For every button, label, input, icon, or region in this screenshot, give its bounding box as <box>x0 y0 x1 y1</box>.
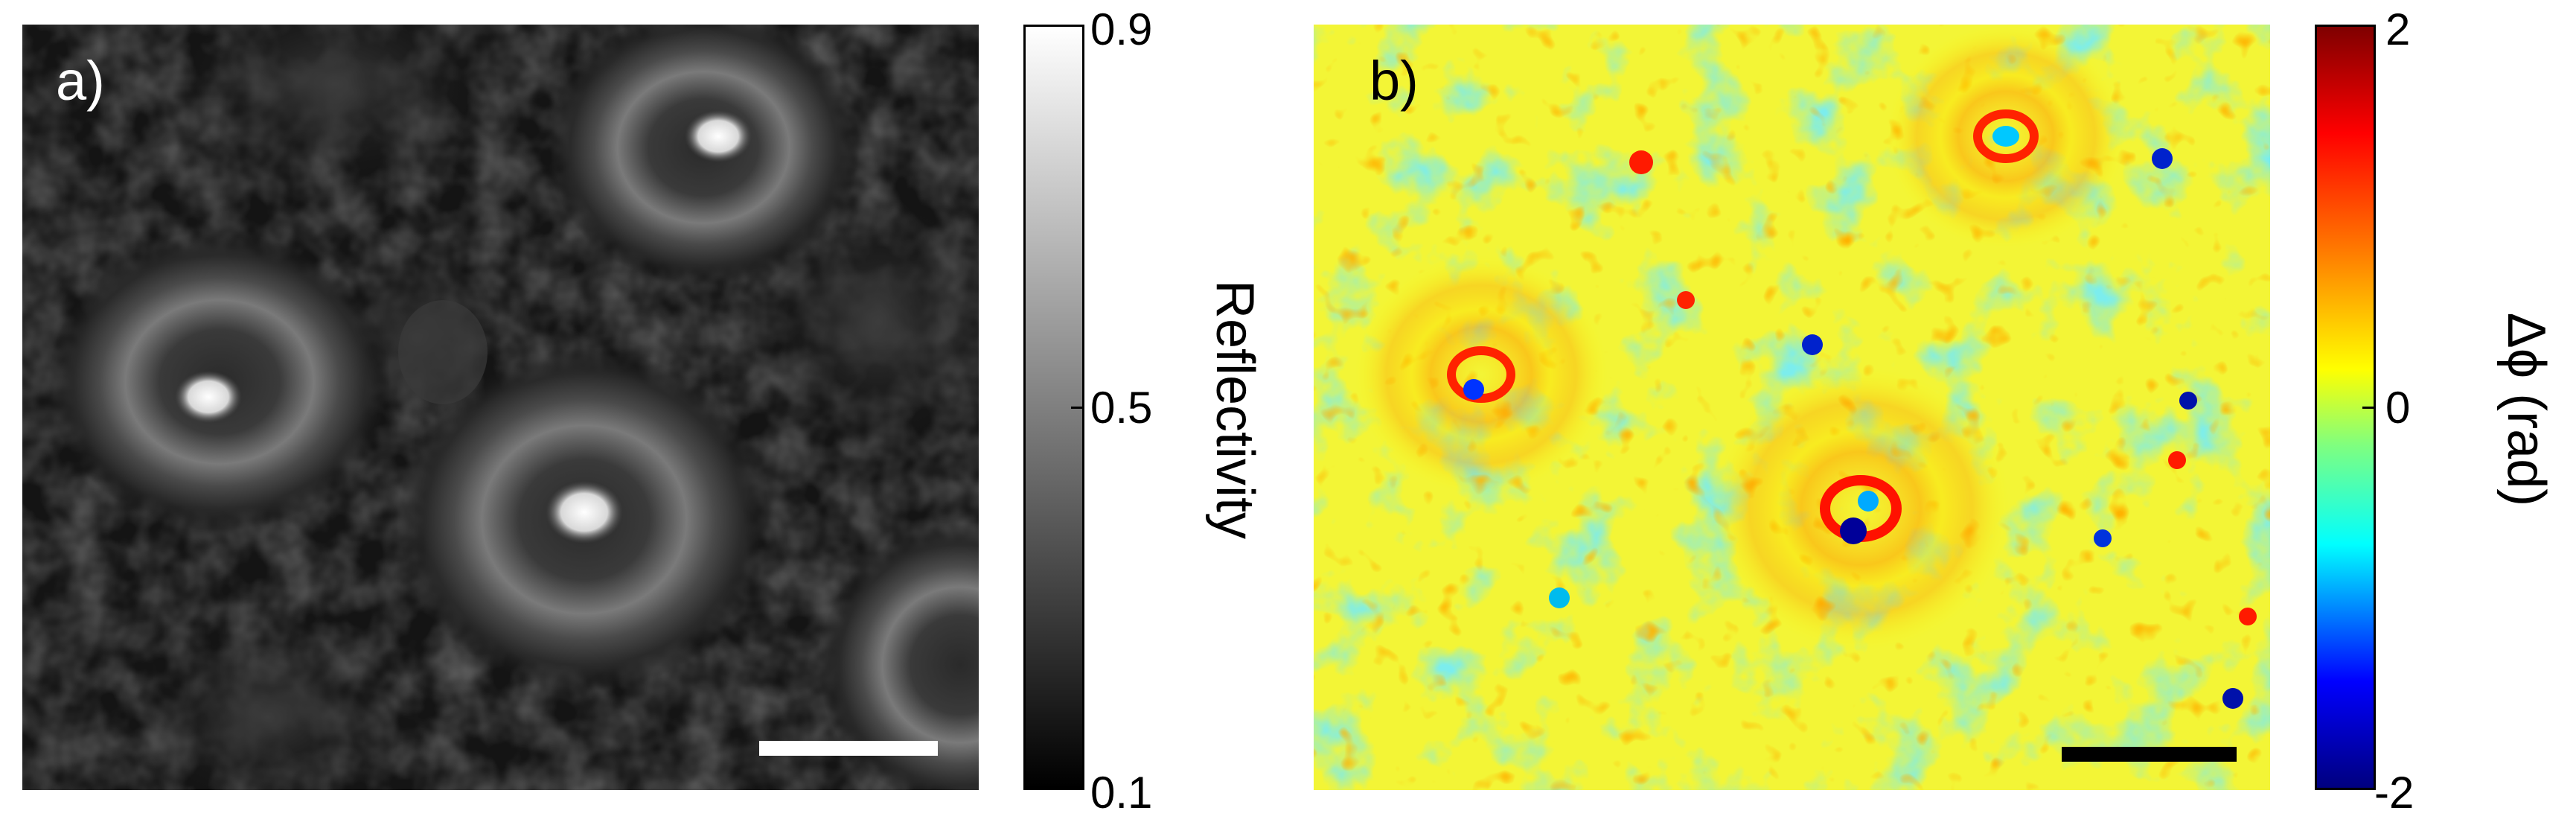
colorbar-tick-mark <box>2362 407 2376 409</box>
colorbar-tick-mark <box>1071 788 1084 790</box>
colorbar-tick-top: 0.9 <box>1090 4 1153 54</box>
colorbar-tick-mark <box>1071 407 1084 409</box>
colorbar-title-reflectivity: Reflectivity <box>1205 279 1265 540</box>
scale-bar-b <box>2062 747 2237 762</box>
colorbar-tick-mark <box>1071 25 1084 27</box>
phase-image <box>1314 25 2270 790</box>
panel-label-a: a) <box>56 50 105 112</box>
colorbar-tick-mark <box>2362 25 2376 27</box>
colorbar-tick-mid: 0.5 <box>1090 383 1153 433</box>
colorbar-tick-top: 2 <box>2385 4 2411 54</box>
colorbar-tick-bottom: 0.1 <box>1090 768 1153 818</box>
reflectivity-image <box>22 25 979 790</box>
scale-bar-a <box>759 741 938 756</box>
colorbar-tick-mark <box>2362 788 2376 790</box>
panel-label-b: b) <box>1370 50 1419 112</box>
colorbar-tick-bottom: -2 <box>2374 768 2414 818</box>
colorbar-title-phase: Δϕ (rad) <box>2496 312 2556 507</box>
colorbar-tick-mid: 0 <box>2385 383 2411 433</box>
